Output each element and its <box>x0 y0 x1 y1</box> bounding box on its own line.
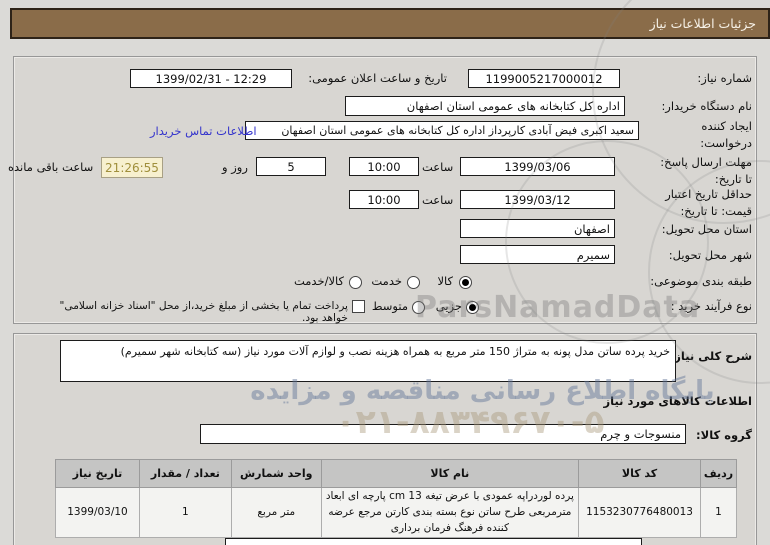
treasury-checkbox[interactable] <box>352 300 365 313</box>
buyer-contact-link[interactable]: اطلاعات تماس خریدار <box>150 124 257 138</box>
days-and-label: روز و <box>222 160 248 174</box>
need-number-label: شماره نیاز: <box>697 71 752 85</box>
need-description-textbox[interactable]: خرید پرده ساتن مدل پونه به متراژ 150 متر… <box>60 340 676 382</box>
classification-radio-goods-service[interactable] <box>349 276 362 289</box>
col-header-name: نام کالا <box>320 459 580 488</box>
cell-code: 1153230776480013 <box>578 486 702 539</box>
reply-days-value: 5 <box>287 159 295 174</box>
delivery-province-label: استان محل تحویل: <box>661 222 752 236</box>
buyer-org-input[interactable]: اداره کل کتابخانه های عمومی استان اصفهان <box>345 96 625 116</box>
reply-deadline-date-input[interactable]: 1399/03/06 <box>460 157 615 176</box>
hours-remaining-label: ساعت باقی مانده <box>8 160 94 174</box>
goods-info-heading: اطلاعات کالاهای مورد نیاز <box>603 394 752 408</box>
col-header-row-no: ردیف <box>700 459 737 488</box>
delivery-city-value: سمیرم <box>576 247 610 262</box>
need-number-input[interactable]: 1199005217000012 <box>468 69 620 88</box>
delivery-city-input[interactable]: سمیرم <box>460 245 615 264</box>
buyer-org-value: اداره کل کتابخانه های عمومی استان اصفهان <box>406 99 620 113</box>
col-header-code: کد کالا <box>578 459 702 488</box>
need-description-label: شرح کلی نیاز: <box>669 349 752 363</box>
purchase-type-partial-label: جزیی <box>435 299 462 313</box>
reply-hour-label: ساعت <box>422 160 454 174</box>
purchase-type-radio-medium[interactable] <box>412 301 425 314</box>
goods-table-header-row: ردیف کد کالا نام کالا واحد شمارش تعداد /… <box>55 459 737 488</box>
col-header-qty: تعداد / مقدار <box>138 459 232 488</box>
reply-deadline-time-input[interactable]: 10:00 <box>349 157 419 176</box>
buyer-org-label: نام دستگاه خریدار: <box>661 99 752 113</box>
reply-deadline-time: 10:00 <box>367 159 401 174</box>
goods-table-row: 1 1153230776480013 پرده لوردراپه عمودی ب… <box>55 486 737 539</box>
col-header-need-date: تاریخ نیاز <box>55 459 140 488</box>
price-validity-time-input[interactable]: 10:00 <box>349 190 419 209</box>
next-section-textbox-partial <box>225 538 642 545</box>
validity-hour-label: ساعت <box>422 193 454 207</box>
price-validity-date: 1399/03/12 <box>504 192 571 207</box>
price-validity-date-input[interactable]: 1399/03/12 <box>460 190 615 209</box>
goods-group-input[interactable]: منسوجات و چرم <box>200 424 686 444</box>
delivery-city-label: شهر محل تحویل: <box>668 248 752 262</box>
reply-days-input[interactable]: 5 <box>256 157 326 176</box>
delivery-province-value: اصفهان <box>573 221 610 236</box>
reply-deadline-label: مهلت ارسال پاسخ: تا تاریخ: <box>660 155 752 186</box>
cell-row-no: 1 <box>700 486 737 539</box>
classification-radio-service[interactable] <box>407 276 420 289</box>
classification-option-goods-service-label: کالا/خدمت <box>293 274 344 288</box>
classification-label: طبقه بندی موضوعی: <box>650 274 752 288</box>
announce-datetime-label: تاریخ و ساعت اعلان عمومی: <box>308 71 447 85</box>
delivery-province-input[interactable]: اصفهان <box>460 219 615 238</box>
cell-qty: 1 <box>138 486 232 539</box>
page-title: جزئیات اطلاعات نیاز <box>649 16 756 31</box>
treasury-note-label: پرداخت تمام یا بخشی از مبلغ خرید،از محل … <box>59 300 349 324</box>
cell-name: پرده لوردراپه عمودی با عرض تیغه cm 13 پا… <box>320 486 580 539</box>
creator-label: ایجاد کننده درخواست: <box>700 119 752 150</box>
classification-option-goods-label: کالا <box>437 274 453 288</box>
col-header-unit: واحد شمارش <box>230 459 322 488</box>
goods-group-label: گروه کالا: <box>696 428 752 442</box>
goods-group-value: منسوجات و چرم <box>600 427 681 441</box>
purchase-type-radio-partial[interactable] <box>466 301 479 314</box>
goods-table: ردیف کد کالا نام کالا واحد شمارش تعداد /… <box>55 459 737 539</box>
need-number-value: 1199005217000012 <box>485 71 603 86</box>
announce-datetime-input[interactable]: 1399/02/31 - 12:29 <box>130 69 292 88</box>
classification-radio-goods[interactable] <box>459 276 472 289</box>
price-validity-time: 10:00 <box>367 192 401 207</box>
purchase-type-label: نوع فرآیند خرید : <box>670 299 752 313</box>
classification-option-service-label: خدمت <box>371 274 402 288</box>
price-validity-label: حداقل تاریخ اعتبار قیمت: تا تاریخ: <box>665 187 752 218</box>
creator-value: سعید اکبری فیض آبادی کارپرداز اداره کل ک… <box>281 124 634 137</box>
purchase-type-medium-label: متوسط <box>371 299 408 313</box>
creator-input[interactable]: سعید اکبری فیض آبادی کارپرداز اداره کل ک… <box>245 121 639 140</box>
countdown-timer: 21:26:55 <box>101 157 163 178</box>
announce-datetime-value: 1399/02/31 - 12:29 <box>155 71 267 86</box>
cell-need-date: 1399/03/10 <box>55 486 140 539</box>
cell-unit: متر مربع <box>230 486 322 539</box>
page-title-bar: جزئیات اطلاعات نیاز <box>10 8 770 39</box>
reply-deadline-date: 1399/03/06 <box>504 159 571 174</box>
countdown-value: 21:26:55 <box>105 160 159 175</box>
